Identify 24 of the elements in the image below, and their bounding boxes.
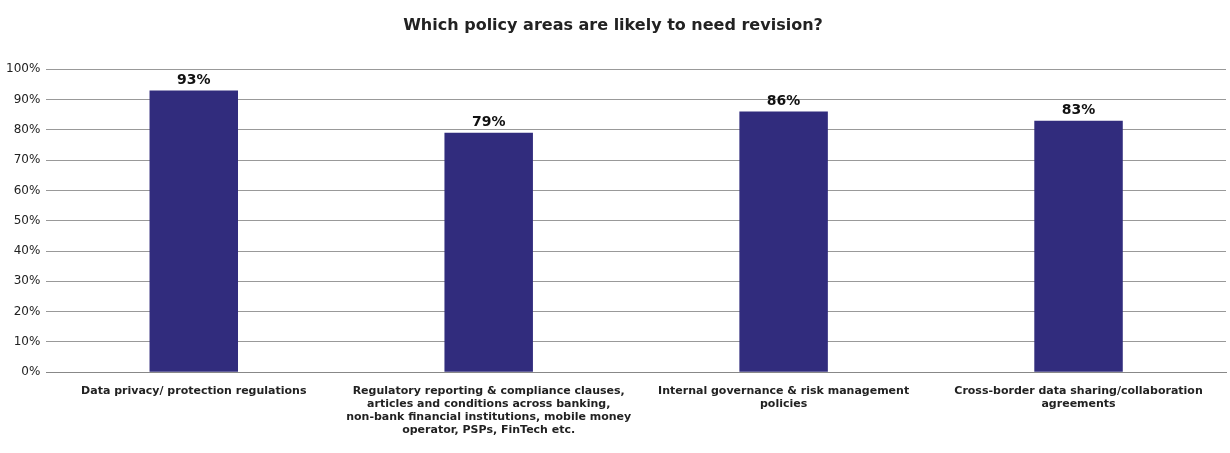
y-tick-label: 50% — [13, 212, 41, 227]
y-tick-label: 60% — [13, 182, 41, 197]
y-tick-label: 0% — [21, 364, 41, 379]
x-tick-label: Regulatory reporting & compliance clauses, articles and conditions across banking, non-bank financial institutions, mobile money operator, PSPs, FinTech etc. — [346, 383, 632, 437]
bar — [1034, 120, 1123, 372]
x-tick-label: Data privacy/ protection regulations — [81, 383, 307, 397]
chart-title: Which policy areas are likely to need revision? — [403, 14, 823, 34]
x-tick-label: Cross-border data sharing/collaboration agreements — [954, 383, 1203, 410]
y-tick-label: 20% — [13, 303, 41, 318]
data-label: 79% — [471, 113, 506, 130]
bar — [444, 132, 533, 372]
y-tick-label: 100% — [5, 61, 41, 76]
data-label: 93% — [177, 71, 211, 88]
bar — [149, 90, 239, 372]
y-tick-label: 40% — [13, 243, 41, 258]
x-tick-label: Internal governance & risk management policies — [658, 383, 910, 410]
y-tick-label: 10% — [13, 334, 41, 349]
bar — [739, 111, 828, 372]
y-tick-label: 80% — [13, 121, 41, 136]
y-tick-label: 70% — [13, 152, 41, 167]
data-label: 83% — [1061, 101, 1096, 118]
y-tick-label: 90% — [13, 91, 41, 106]
data-label: 86% — [766, 92, 801, 109]
y-tick-label: 30% — [13, 273, 41, 288]
